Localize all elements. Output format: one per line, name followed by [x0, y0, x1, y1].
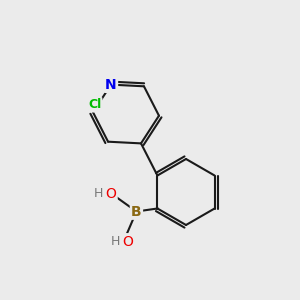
Text: Cl: Cl — [88, 98, 101, 111]
Text: O: O — [106, 187, 116, 200]
Text: B: B — [131, 205, 142, 218]
Text: H: H — [111, 235, 120, 248]
Text: N: N — [105, 78, 117, 92]
Text: O: O — [122, 235, 133, 248]
Text: H: H — [94, 187, 104, 200]
